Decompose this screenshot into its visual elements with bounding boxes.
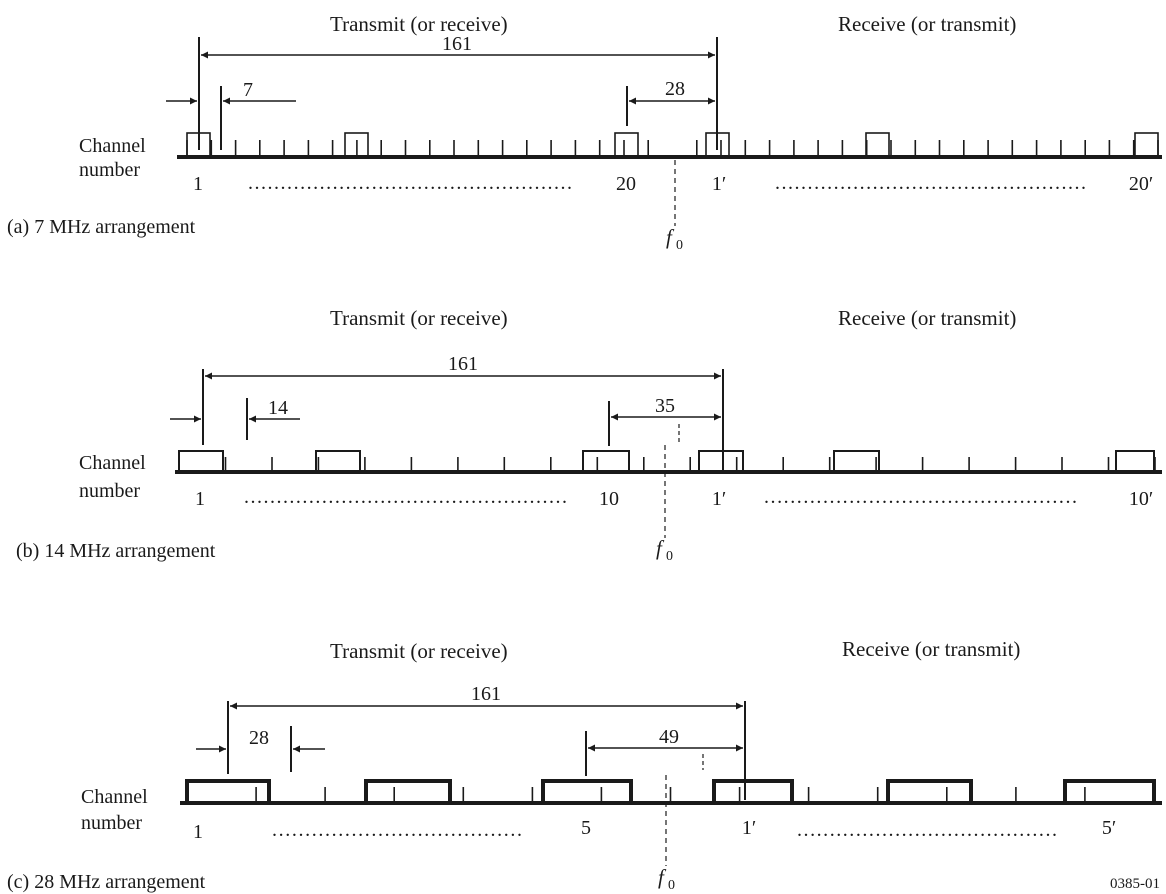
channel-ticks	[186, 140, 1159, 157]
dot-leader: ........................................…	[775, 172, 1086, 194]
f0-label: f 0	[658, 865, 675, 893]
channel-last-tx: 20	[616, 173, 636, 195]
header-transmit: Transmit (or receive)	[330, 12, 508, 36]
spacing-dimension: 14	[170, 397, 300, 440]
number-label: number	[79, 159, 140, 181]
diagram-28mhz: Transmit (or receive) Receive (or transm…	[7, 637, 1162, 893]
number-label: number	[81, 812, 142, 834]
center-gap-value: 35	[655, 395, 675, 417]
f0-label: f 0	[656, 536, 673, 564]
channel-slot	[185, 779, 271, 805]
channel-ticks	[186, 787, 1155, 803]
channel-slot	[541, 779, 633, 805]
diagram-14mhz: Transmit (or receive) Receive (or transm…	[16, 306, 1162, 564]
span-value: 161	[471, 683, 501, 705]
channel-slot	[833, 450, 880, 473]
spacing-value: 28	[249, 727, 269, 749]
channel-slot	[1115, 450, 1155, 473]
svg-text:f: f	[656, 536, 665, 560]
caption: (a) 7 MHz arrangement	[7, 216, 196, 238]
span-value: 161	[448, 353, 478, 375]
svg-text:f: f	[666, 225, 675, 249]
channel-last-tx: 5	[581, 817, 591, 839]
channel-first-rx: 1′	[742, 817, 756, 839]
dot-leader: ......................................	[272, 819, 522, 841]
spacing-dimension: 28	[196, 726, 325, 772]
dot-leader: ........................................…	[764, 486, 1077, 508]
center-gap-dimension: 28	[626, 78, 715, 126]
svg-text:0: 0	[666, 549, 673, 564]
channel-first-rx: 1′	[712, 173, 726, 195]
channel-label: Channel	[79, 452, 146, 474]
channel-label: Channel	[79, 135, 146, 157]
spacing-dimension: 7	[166, 79, 296, 150]
span-dimension: 161	[202, 353, 724, 472]
channel-ticks	[178, 457, 1156, 472]
channel-slot	[178, 450, 224, 473]
channel-slot	[614, 132, 639, 158]
channel-slot	[1063, 779, 1156, 805]
header-receive: Receive (or transmit)	[838, 12, 1016, 36]
channel-last-rx: 20′	[1129, 173, 1153, 195]
svg-text:0: 0	[668, 878, 675, 893]
span-dimension: 161	[227, 683, 746, 800]
channel-slot	[186, 132, 211, 158]
header-receive: Receive (or transmit)	[838, 306, 1016, 330]
caption: (b) 14 MHz arrangement	[16, 540, 216, 562]
channel-slot	[344, 132, 369, 158]
svg-text:f: f	[658, 865, 667, 889]
caption: (c) 28 MHz arrangement	[7, 871, 206, 893]
center-gap-dimension: 49	[585, 726, 743, 776]
channel-label: Channel	[81, 786, 148, 808]
header-receive: Receive (or transmit)	[842, 637, 1020, 661]
figure-reference: 0385-01	[1110, 876, 1160, 892]
channel-last-tx: 10	[599, 488, 619, 510]
number-label: number	[79, 480, 140, 502]
header-transmit: Transmit (or receive)	[330, 306, 508, 330]
channel-slot	[712, 779, 794, 805]
dot-leader: ........................................	[797, 819, 1057, 841]
channel-last-rx: 10′	[1129, 488, 1153, 510]
span-value: 161	[442, 33, 472, 55]
channel-first: 1	[195, 488, 205, 510]
channel-slot	[582, 450, 630, 473]
header-transmit: Transmit (or receive)	[330, 639, 508, 663]
spacing-value: 7	[243, 79, 253, 101]
spacing-value: 14	[268, 397, 288, 419]
center-gap-dimension: 35	[608, 395, 721, 446]
dot-leader: ........................................…	[248, 172, 572, 194]
dot-leader: ........................................…	[244, 486, 567, 508]
channel-slot	[698, 450, 744, 473]
span-dimension: 161	[198, 33, 718, 150]
center-gap-value: 49	[659, 726, 679, 748]
diagram-7mhz: Transmit (or receive) Receive (or transm…	[7, 12, 1162, 253]
channel-slot	[705, 132, 730, 158]
channel-first: 1	[193, 821, 203, 843]
channel-slot	[315, 450, 361, 473]
f0-label: f 0	[666, 225, 683, 253]
center-gap-value: 28	[665, 78, 685, 100]
channel-first-rx: 1′	[712, 488, 726, 510]
channel-last-rx: 5′	[1102, 817, 1116, 839]
svg-text:0: 0	[676, 238, 683, 253]
channel-slot	[364, 779, 452, 805]
channel-first: 1	[193, 173, 203, 195]
channel-slot	[886, 779, 973, 805]
channel-slot	[865, 132, 890, 158]
channel-slot	[1134, 132, 1159, 158]
